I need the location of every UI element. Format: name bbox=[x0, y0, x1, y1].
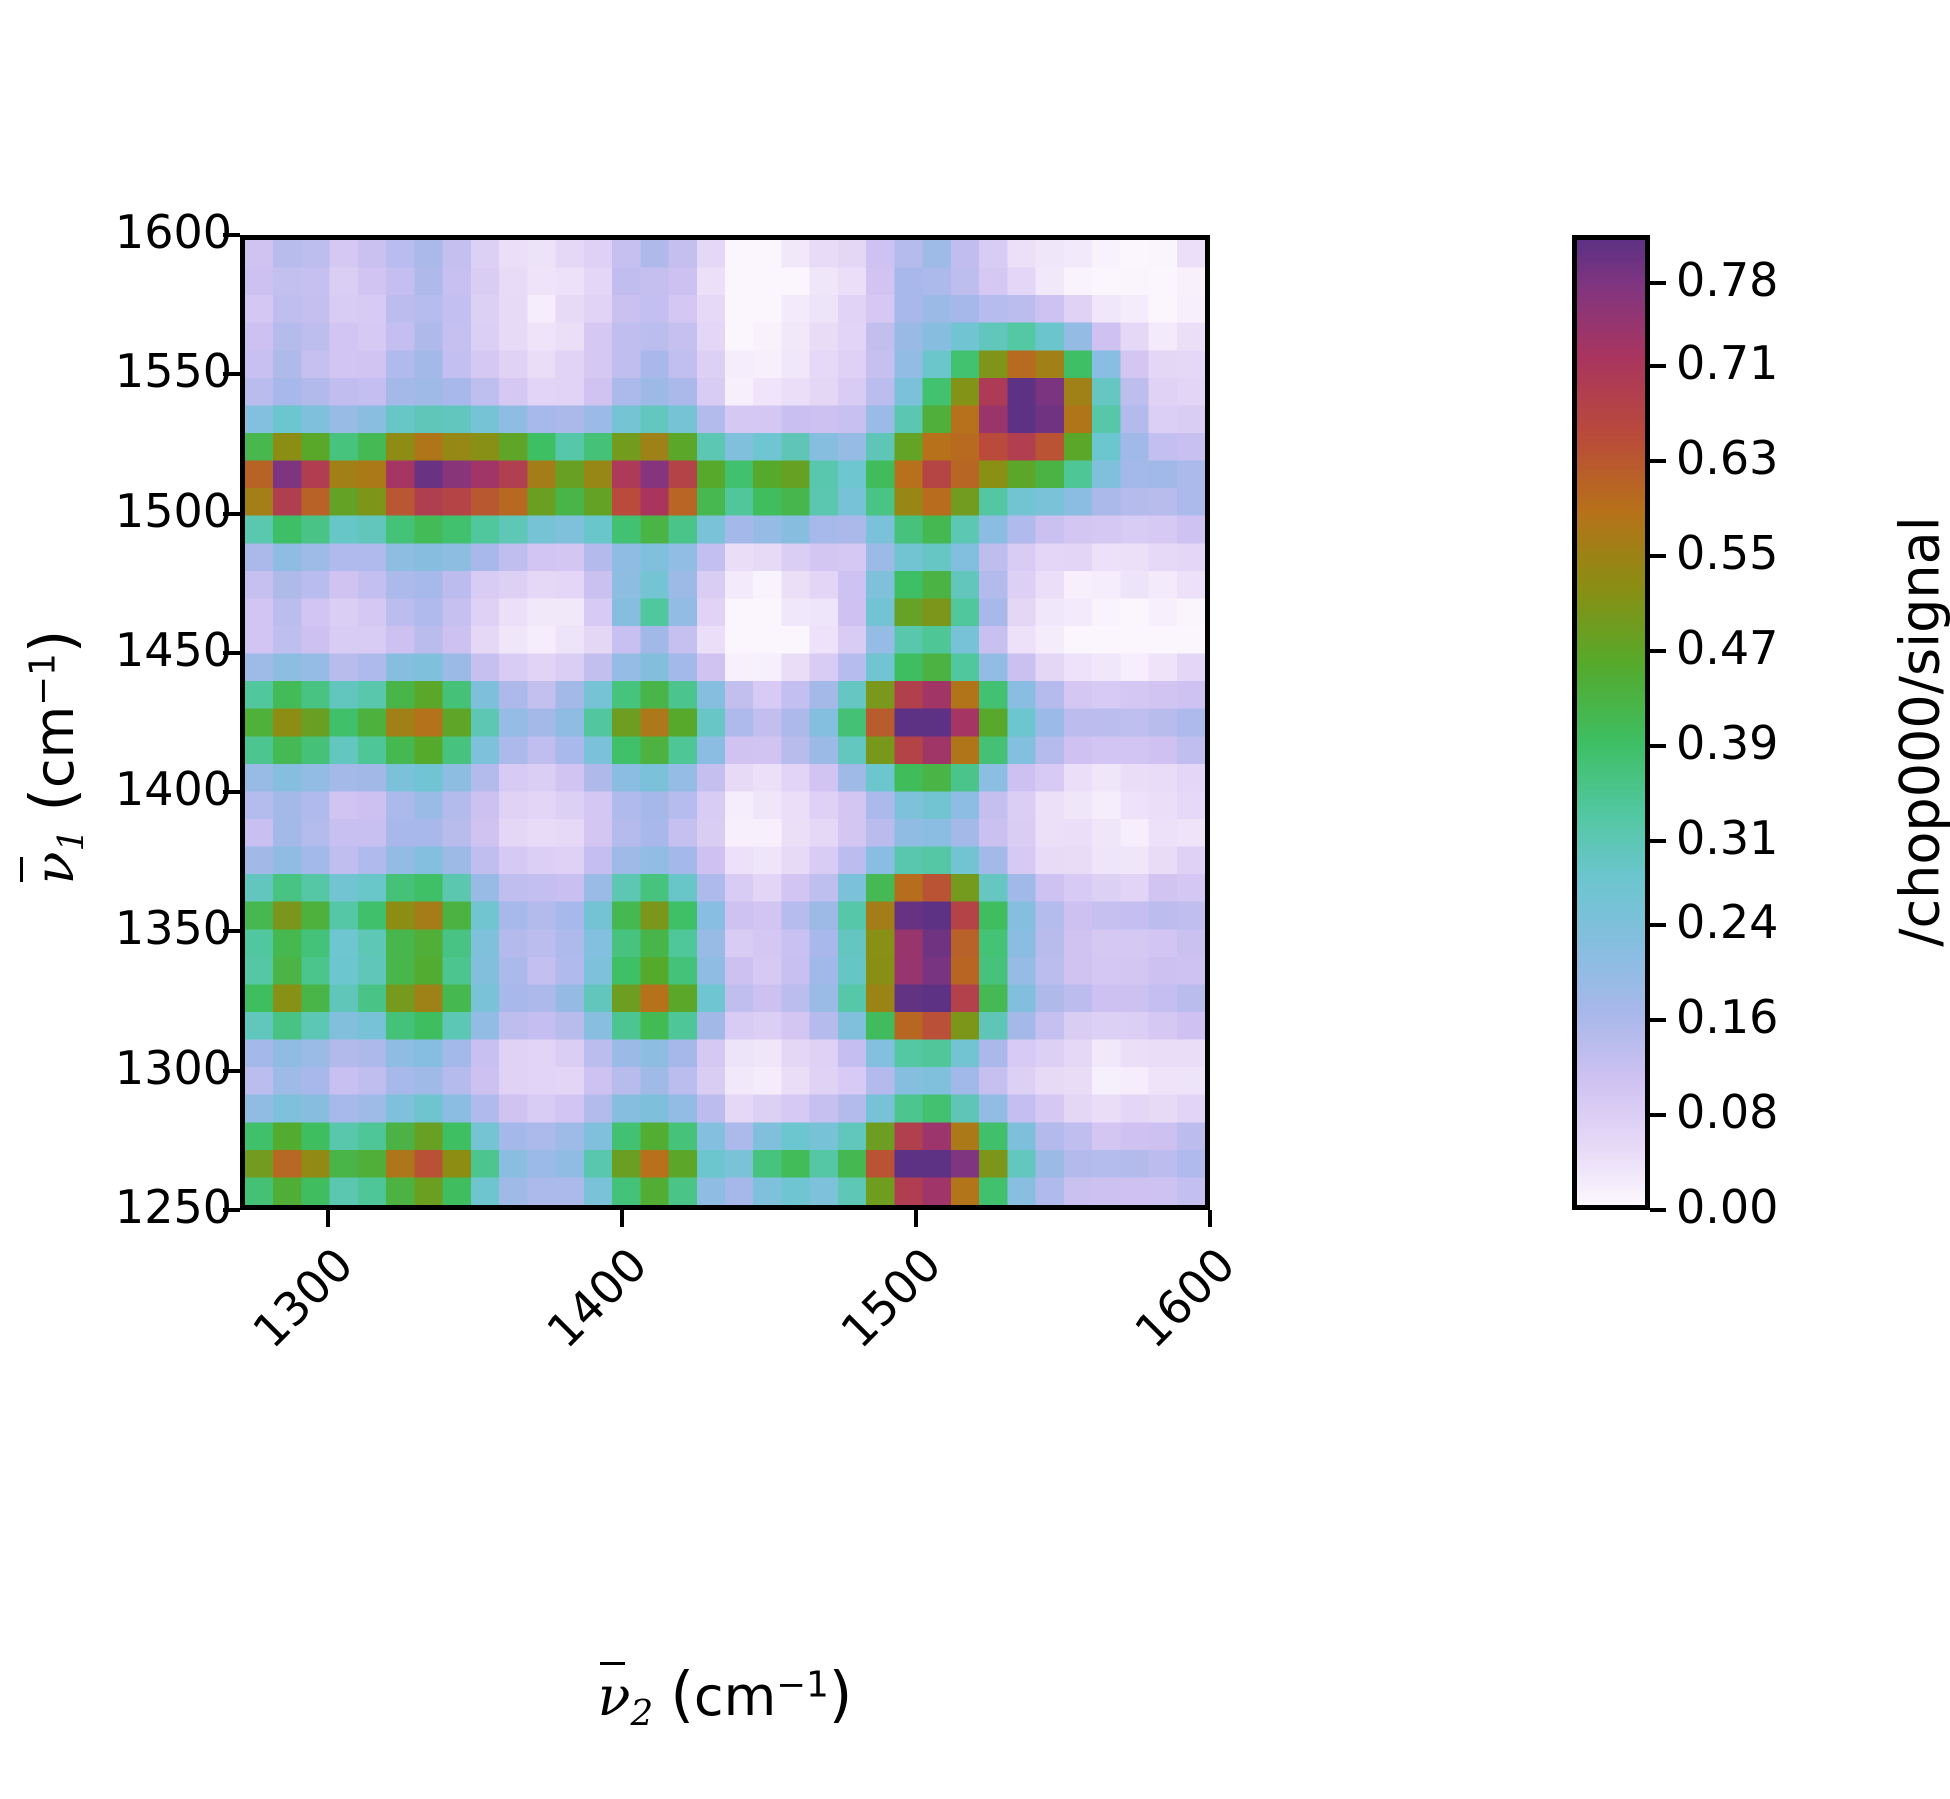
heatmap-image bbox=[245, 240, 1205, 1205]
y-axis-tick-label: 1600 bbox=[114, 205, 232, 259]
x-axis-nu-symbol: ν bbox=[597, 1661, 631, 1728]
colorbar-title: /chop000/signal bbox=[1888, 516, 1950, 947]
y-axis-tick-label: 1350 bbox=[114, 901, 232, 956]
x-axis-unit-close: ) bbox=[828, 1660, 853, 1730]
colorbar-tick-mark bbox=[1650, 1208, 1666, 1212]
x-axis-tick-mark bbox=[1208, 1210, 1212, 1227]
y-axis-tick-mark bbox=[223, 372, 240, 377]
y-axis-tick-label: 1500 bbox=[114, 483, 232, 538]
x-axis-tick-mark bbox=[620, 1210, 625, 1227]
colorbar-tick-mark bbox=[1650, 1112, 1666, 1117]
y-axis-tick-label: 1400 bbox=[114, 762, 232, 817]
y-axis-tick-mark bbox=[223, 650, 240, 655]
colorbar-tick-label: 0.47 bbox=[1676, 621, 1779, 676]
y-axis-tick-label: 1300 bbox=[114, 1040, 232, 1095]
colorbar-tick-mark bbox=[1650, 458, 1666, 463]
y-axis-nu-symbol: ν bbox=[23, 851, 87, 885]
x-axis-tick-mark bbox=[326, 1210, 331, 1227]
x-axis-tick-label: 1500 bbox=[830, 1237, 952, 1359]
y-axis-nu-subscript: 1 bbox=[50, 828, 92, 852]
y-axis-tick-label: 1550 bbox=[114, 344, 232, 399]
y-axis-tick-mark bbox=[223, 1208, 240, 1212]
colorbar-tick-mark bbox=[1650, 554, 1666, 559]
heatmap-pixels bbox=[245, 240, 1205, 1205]
x-axis-unit-open: ( bbox=[670, 1660, 694, 1730]
x-axis-tick-label: 1600 bbox=[1124, 1237, 1246, 1359]
y-axis-tick-mark bbox=[223, 929, 240, 934]
x-axis-unit-exponent: −1 bbox=[776, 1664, 829, 1706]
x-axis-tick-mark bbox=[914, 1210, 919, 1227]
colorbar-tick-mark bbox=[1650, 922, 1666, 927]
y-axis-unit-exponent: −1 bbox=[22, 653, 64, 706]
y-axis-tick-label: 1450 bbox=[114, 622, 232, 677]
x-axis-unit: cm bbox=[693, 1665, 777, 1728]
heatmap-axes[interactable] bbox=[240, 235, 1210, 1210]
colorbar-tick-label: 0.00 bbox=[1676, 1180, 1779, 1234]
y-axis-tick-mark bbox=[223, 511, 240, 516]
colorbar[interactable] bbox=[1572, 235, 1650, 1210]
colorbar-tick-label: 0.55 bbox=[1676, 526, 1779, 581]
colorbar-tick-mark bbox=[1650, 363, 1666, 368]
colorbar-tick-label: 0.71 bbox=[1676, 335, 1779, 390]
colorbar-tick-mark bbox=[1650, 839, 1666, 844]
colorbar-tick-mark bbox=[1650, 1017, 1666, 1022]
colorbar-tick-label: 0.24 bbox=[1676, 894, 1779, 949]
colorbar-tick-label: 0.31 bbox=[1676, 811, 1779, 866]
colorbar-tick-label: 0.78 bbox=[1676, 252, 1779, 307]
colorbar-tick-mark bbox=[1650, 280, 1666, 285]
y-axis-tick-label: 1250 bbox=[114, 1180, 232, 1234]
y-axis-tick-mark bbox=[223, 790, 240, 795]
x-axis-tick-label: 1400 bbox=[536, 1237, 658, 1359]
x-axis-tick-label: 1300 bbox=[242, 1237, 364, 1359]
colorbar-tick-label: 0.39 bbox=[1676, 716, 1779, 771]
colorbar-tick-label: 0.16 bbox=[1676, 989, 1779, 1044]
colorbar-tick-mark bbox=[1650, 649, 1666, 654]
y-axis-unit-close: ) bbox=[18, 629, 89, 654]
x-axis-title: ν2 (cm−1) bbox=[240, 1660, 1210, 1734]
y-axis-unit: cm bbox=[23, 705, 87, 789]
y-axis-tick-mark bbox=[223, 1068, 240, 1073]
y-axis-tick-mark bbox=[223, 233, 240, 237]
x-axis-nu-subscript: 2 bbox=[630, 1692, 654, 1734]
colorbar-tick-label: 0.08 bbox=[1676, 1084, 1779, 1139]
colorbar-tick-mark bbox=[1650, 744, 1666, 749]
colorbar-gradient bbox=[1577, 240, 1645, 1205]
colorbar-tick-label: 0.63 bbox=[1676, 430, 1779, 485]
y-axis-title: ν1 (cm−1) bbox=[18, 497, 92, 1017]
y-axis-unit-open: ( bbox=[18, 788, 89, 812]
